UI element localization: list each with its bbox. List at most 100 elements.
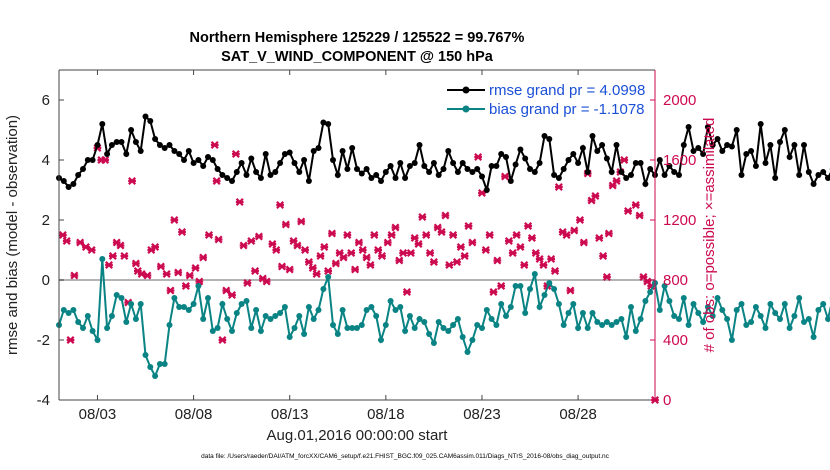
obs-marker bbox=[456, 243, 465, 251]
obs-marker bbox=[508, 249, 517, 257]
bias-point bbox=[272, 313, 279, 319]
bias-point bbox=[719, 307, 726, 313]
bias-point bbox=[555, 301, 562, 307]
bias-point bbox=[315, 307, 322, 313]
bias-point bbox=[291, 325, 298, 331]
rmse-point bbox=[555, 175, 562, 181]
obs-marker bbox=[293, 241, 302, 250]
rmse-point bbox=[781, 127, 788, 133]
obs-marker bbox=[70, 271, 79, 280]
chart-subtitle: SAT_V_WIND_COMPONENT @ 150 hPa bbox=[221, 49, 494, 65]
rmse-point bbox=[579, 145, 586, 151]
obs-marker bbox=[562, 231, 571, 239]
y-tick-label: -2 bbox=[37, 332, 50, 349]
bias-point bbox=[796, 295, 803, 301]
obs-marker bbox=[527, 234, 536, 242]
obs-marker bbox=[301, 246, 310, 254]
bias-point bbox=[546, 280, 553, 286]
bias-point bbox=[762, 325, 769, 331]
bias-point bbox=[613, 319, 620, 325]
rmse-point bbox=[387, 163, 394, 169]
obs-marker bbox=[235, 198, 244, 206]
obs-marker bbox=[449, 231, 458, 239]
rmse-point bbox=[373, 172, 380, 178]
y-right-tick-label: 800 bbox=[663, 272, 688, 289]
plot-background bbox=[59, 70, 655, 400]
rmse-point bbox=[200, 163, 207, 169]
bias-point bbox=[421, 319, 428, 325]
obs-marker bbox=[343, 231, 352, 239]
rmse-point bbox=[464, 166, 471, 172]
obs-marker bbox=[304, 258, 313, 266]
bias-point bbox=[406, 313, 413, 319]
rmse-point bbox=[238, 160, 245, 166]
obs-marker bbox=[247, 237, 256, 245]
bias-point bbox=[354, 325, 360, 331]
rmse-point bbox=[459, 160, 466, 166]
bias-point bbox=[738, 301, 745, 307]
bias-point bbox=[320, 286, 327, 292]
rmse-point bbox=[820, 169, 827, 175]
y-tick-label: 0 bbox=[42, 272, 50, 289]
rmse-point bbox=[99, 121, 106, 127]
obs-marker bbox=[58, 231, 67, 239]
obs-marker bbox=[383, 238, 392, 247]
bias-point bbox=[89, 328, 96, 334]
bias-point bbox=[339, 307, 346, 313]
rmse-point bbox=[825, 175, 830, 181]
rmse-point bbox=[570, 151, 577, 157]
obs-marker bbox=[214, 235, 223, 244]
bias-point bbox=[493, 322, 500, 328]
bias-point bbox=[724, 316, 731, 322]
rmse-point bbox=[262, 151, 269, 157]
y-axis-label: rmse and bias (model - observation) bbox=[4, 115, 21, 355]
rmse-point bbox=[565, 157, 572, 163]
y-axis-right: 0 400 800 1200 1600 2000 bbox=[650, 92, 696, 409]
obs-marker bbox=[231, 150, 240, 158]
obs-marker bbox=[485, 231, 494, 239]
bias-point bbox=[603, 319, 610, 325]
rmse-point bbox=[75, 172, 82, 178]
rmse-point bbox=[132, 139, 139, 145]
rmse-point bbox=[233, 169, 240, 175]
rmse-point bbox=[305, 178, 312, 184]
obs-marker bbox=[547, 255, 556, 263]
obs-marker bbox=[595, 234, 604, 242]
bias-point bbox=[743, 322, 750, 328]
obs-marker bbox=[105, 261, 113, 269]
bias-series bbox=[56, 256, 830, 379]
rmse-point bbox=[805, 169, 812, 175]
obs-marker bbox=[204, 231, 213, 239]
obs-marker bbox=[387, 231, 396, 239]
obs-marker bbox=[497, 282, 506, 290]
bias-point bbox=[791, 313, 798, 319]
bias-point bbox=[108, 313, 115, 319]
bias-point bbox=[229, 328, 235, 334]
obs-marker bbox=[351, 265, 360, 274]
bias-point bbox=[733, 307, 740, 313]
obs-marker bbox=[191, 264, 200, 272]
obs-marker bbox=[178, 228, 187, 236]
obs-marker bbox=[418, 213, 427, 221]
rmse-point bbox=[166, 142, 173, 148]
obs-marker bbox=[604, 229, 613, 238]
bias-point bbox=[262, 313, 269, 319]
obs-marker bbox=[312, 270, 321, 278]
obs-marker bbox=[370, 231, 379, 239]
obs-marker bbox=[395, 256, 404, 265]
rmse-point bbox=[219, 172, 226, 178]
obs-marker bbox=[422, 231, 431, 239]
bias-point bbox=[200, 316, 207, 322]
rmse-point bbox=[685, 124, 692, 130]
bias-point bbox=[238, 301, 245, 307]
rmse-point bbox=[815, 172, 822, 178]
y-tick-label: 6 bbox=[42, 92, 50, 109]
rmse-point bbox=[392, 175, 399, 181]
bias-point bbox=[469, 337, 476, 343]
bias-point bbox=[185, 307, 192, 313]
rmse-point bbox=[301, 157, 308, 163]
rmse-point bbox=[94, 142, 101, 148]
rmse-point bbox=[724, 142, 731, 148]
rmse-point bbox=[445, 148, 452, 154]
obs-marker bbox=[452, 258, 461, 266]
